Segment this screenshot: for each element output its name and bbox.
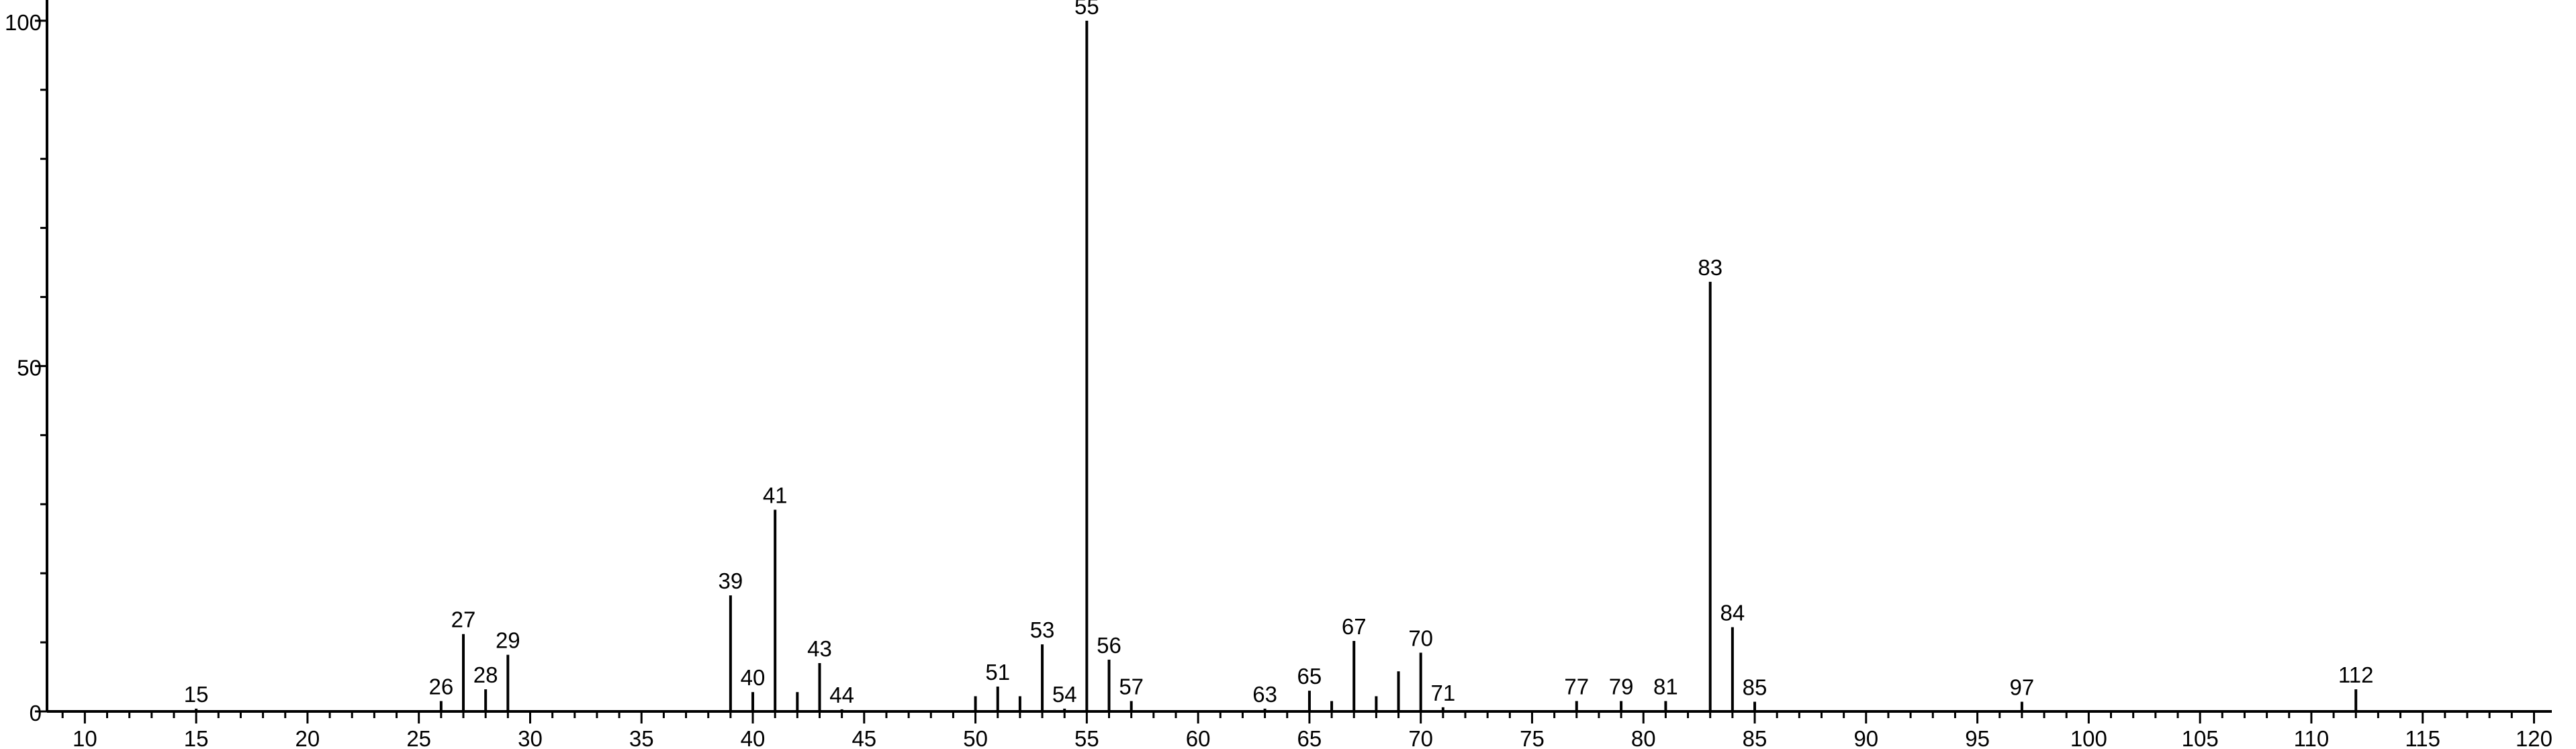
x-tick-label: 115	[2405, 726, 2440, 749]
peak-label-85: 85	[1743, 675, 1767, 700]
spectrum-peaks	[195, 20, 2358, 711]
peak-label-26: 26	[428, 675, 453, 699]
x-tick-label: 15	[184, 726, 209, 749]
peak-label-65: 65	[1297, 664, 1322, 689]
peak-label-77: 77	[1564, 675, 1589, 699]
x-tick-label: 40	[741, 726, 766, 749]
x-tick-label: 80	[1631, 726, 1656, 749]
x-tick-label: 105	[2182, 726, 2219, 749]
x-axis-ticks: 10 15 20 25 30 35 40 45 50 55 60 65 70 75 80 85 90 95 100 1…	[61, 711, 2552, 749]
peak-label-57: 57	[1119, 675, 1144, 699]
chart-axes	[46, 0, 2552, 713]
peak-label-51: 51	[985, 660, 1010, 685]
x-tick-label: 95	[1965, 726, 1990, 749]
x-tick-label: 50	[963, 726, 988, 749]
peak-label-63: 63	[1252, 682, 1277, 707]
peak-label-54: 54	[1052, 682, 1077, 707]
peak-label-41: 41	[763, 483, 788, 507]
x-tick-label: 75	[1520, 726, 1545, 749]
x-tick-label: 60	[1186, 726, 1211, 749]
peak-label-28: 28	[473, 662, 498, 687]
x-tick-label: 55	[1074, 726, 1099, 749]
x-tick-label: 30	[518, 726, 543, 749]
x-tick-label: 90	[1853, 726, 1878, 749]
peak-label-15: 15	[184, 682, 209, 707]
peak-label-67: 67	[1342, 614, 1367, 639]
peak-label-43: 43	[807, 636, 832, 661]
peak-label-79: 79	[1609, 675, 1634, 699]
x-tick-label: 25	[406, 726, 431, 749]
peak-label-81: 81	[1653, 675, 1678, 699]
peak-label-29: 29	[496, 628, 520, 653]
x-tick-label: 70	[1408, 726, 1433, 749]
peak-labels: 15 26 27 28 29 39 40 41 43 44 51 53 54 55 56 57 63 65 67 70…	[184, 0, 2374, 707]
x-tick-label: 20	[295, 726, 320, 749]
peak-label-40: 40	[741, 665, 766, 690]
y-axis-ticks: 0 50 100	[5, 10, 47, 726]
x-tick-label: 10	[73, 726, 97, 749]
peak-label-44: 44	[829, 683, 854, 707]
x-tick-label: 65	[1297, 726, 1322, 749]
peak-label-70: 70	[1408, 626, 1433, 651]
peak-label-27: 27	[451, 607, 476, 632]
peak-label-112: 112	[2338, 662, 2374, 687]
peak-label-56: 56	[1097, 633, 1121, 658]
peak-label-53: 53	[1030, 617, 1055, 642]
peak-label-97: 97	[2010, 675, 2035, 700]
peak-label-39: 39	[719, 568, 743, 593]
x-tick-label: 110	[2294, 726, 2330, 749]
x-tick-label: 45	[852, 726, 876, 749]
x-tick-label: 100	[2070, 726, 2107, 749]
y-tick-label: 0	[30, 701, 42, 726]
peak-label-71: 71	[1430, 681, 1455, 705]
y-tick-label: 100	[5, 10, 42, 35]
x-tick-label: 120	[2516, 726, 2552, 749]
x-tick-label: 85	[1743, 726, 1767, 749]
peak-label-55: 55	[1074, 0, 1099, 19]
peak-label-84: 84	[1720, 600, 1745, 625]
y-tick-label: 50	[17, 355, 42, 380]
peak-label-83: 83	[1698, 255, 1722, 280]
x-tick-label: 35	[629, 726, 654, 749]
